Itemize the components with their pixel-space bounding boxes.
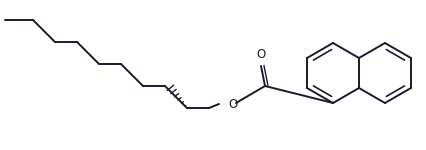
Text: O: O (228, 98, 237, 111)
Text: O: O (256, 48, 266, 61)
